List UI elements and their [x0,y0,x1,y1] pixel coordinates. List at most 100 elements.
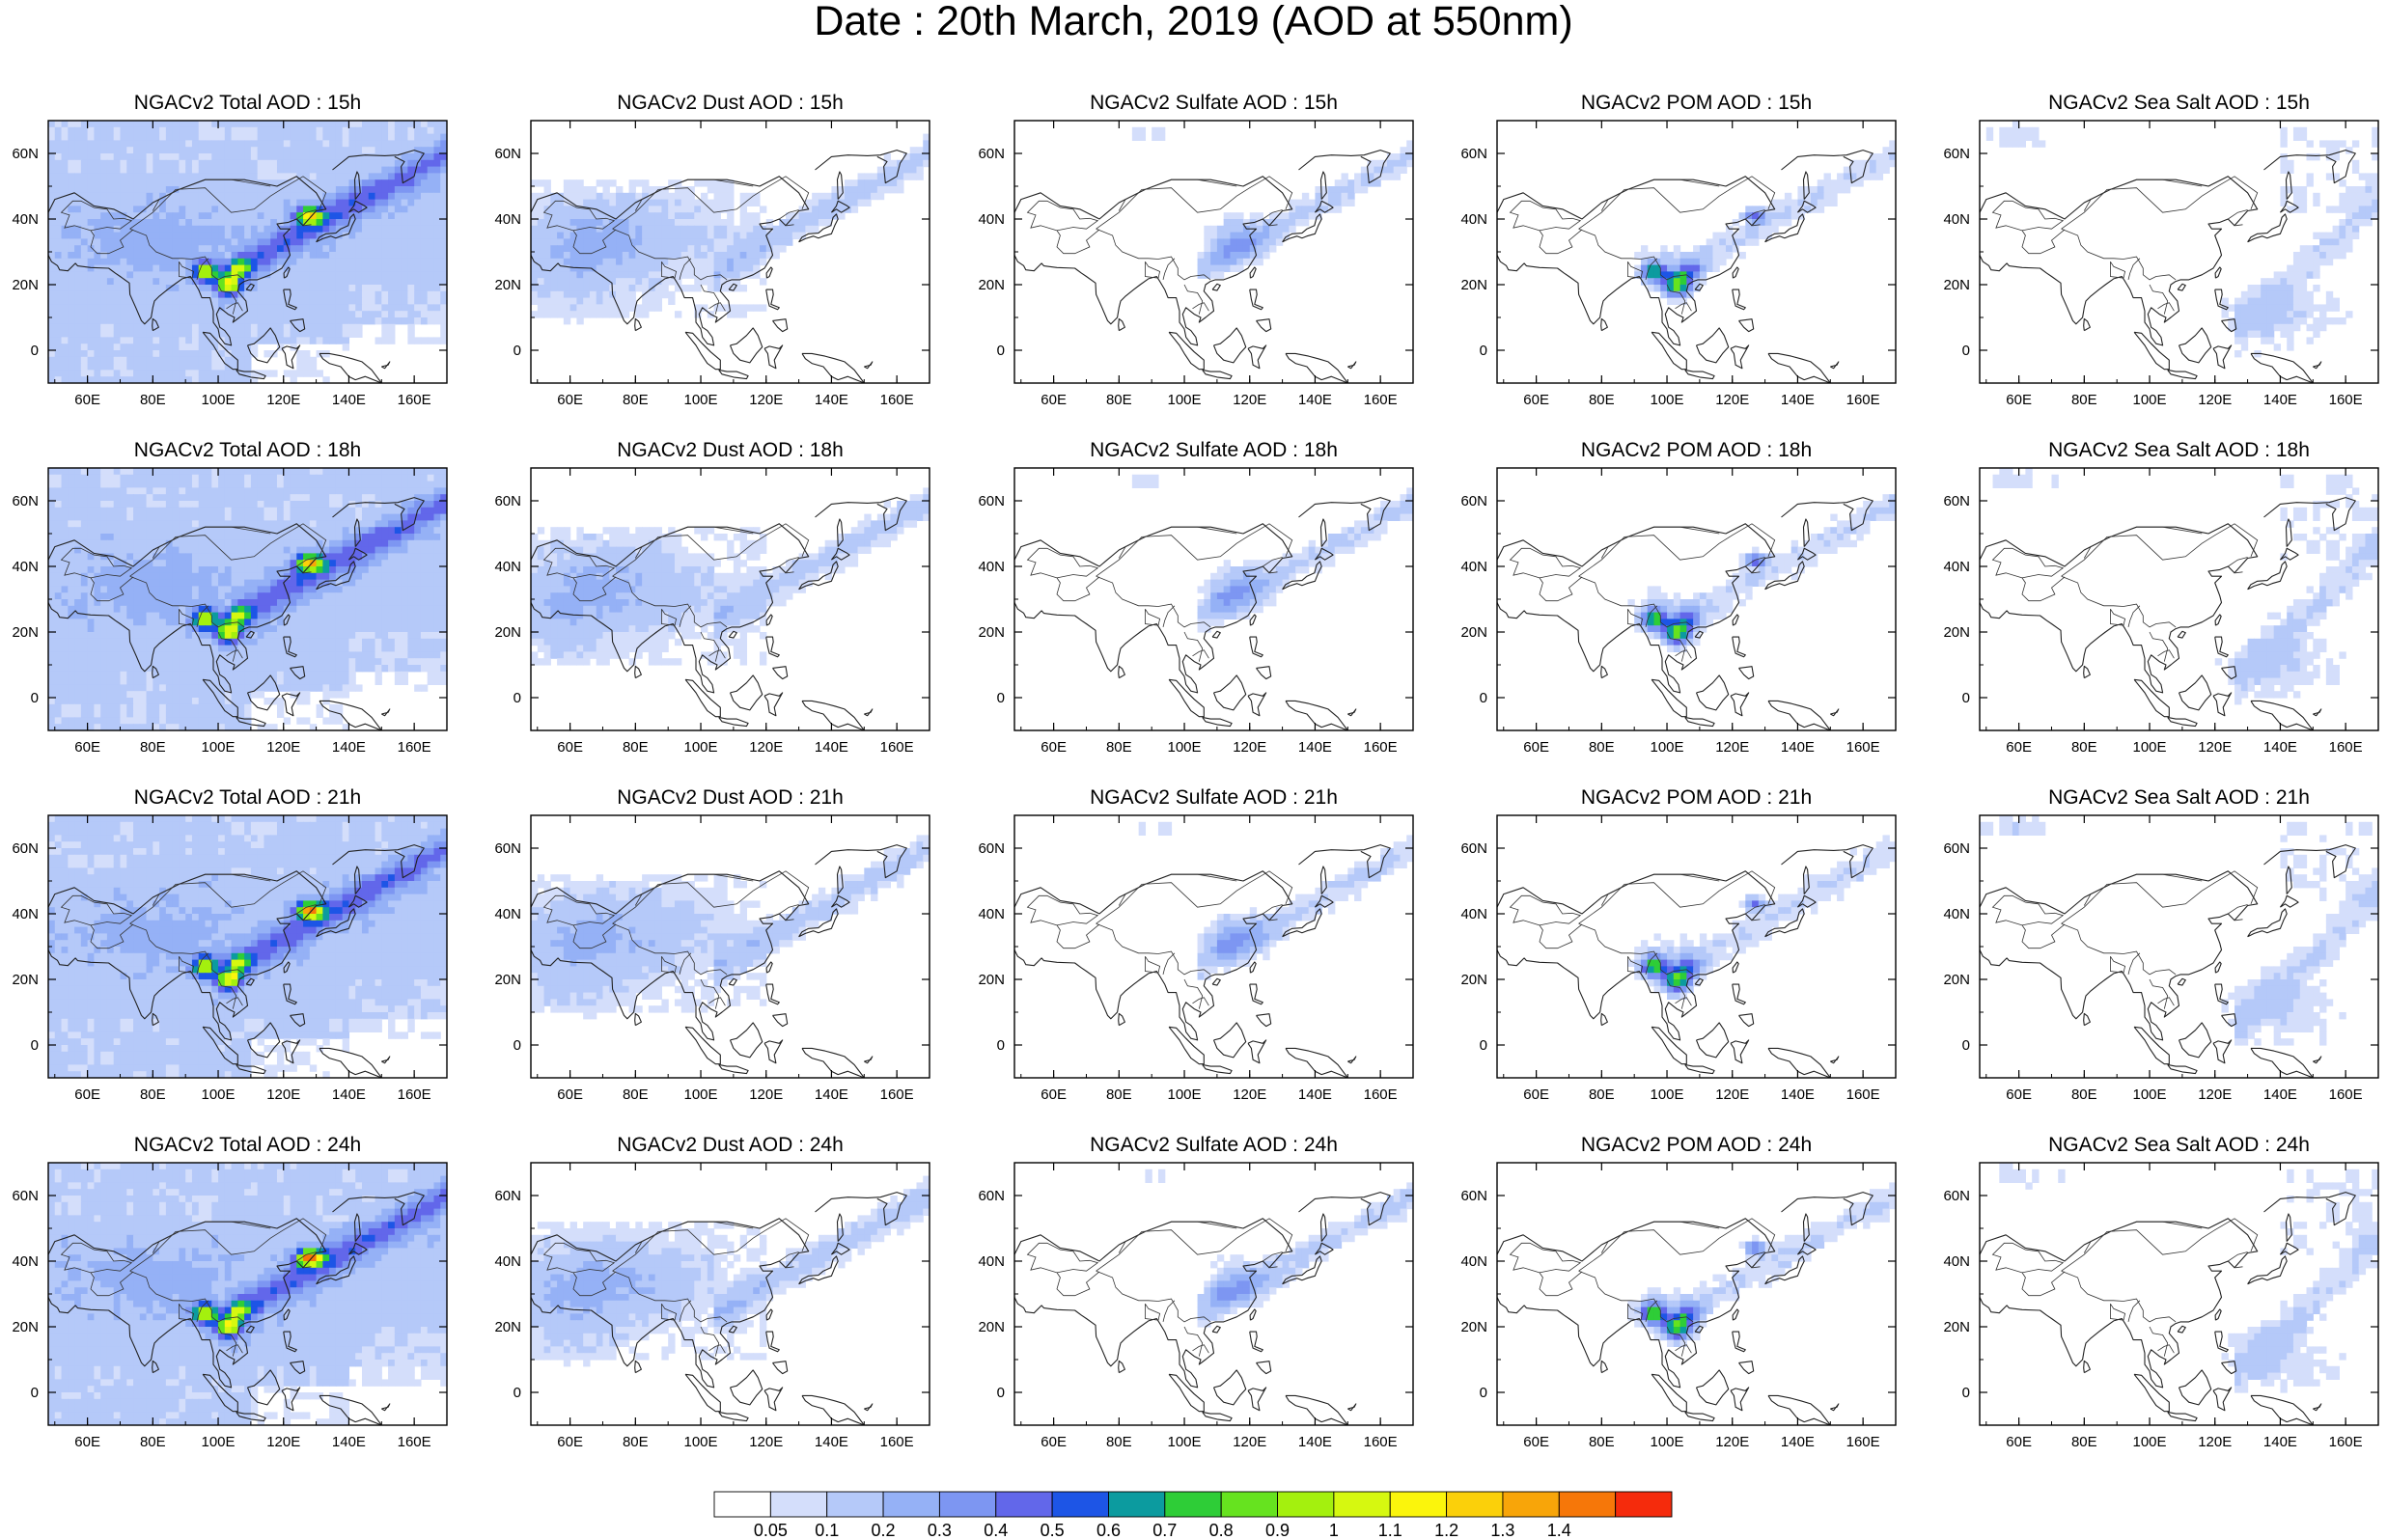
y-tick-label: 0 [997,1037,1005,1054]
map-panel: NGACv2 Sea Salt AOD : 18h 60E 80E 100E 120E 1… [1943,439,2379,756]
x-tick-label: 120E [2198,1434,2232,1450]
x-tick-label: 80E [1106,392,1132,408]
y-tick-label: 60N [12,146,39,162]
y-tick-label: 0 [513,1385,521,1401]
coastline-layer [1014,150,1391,383]
x-tick-label: 80E [1589,739,1615,756]
x-tick-label: 60E [74,392,100,408]
panel-title: NGACv2 Dust AOD : 15h [617,92,844,114]
coastline-layer [531,497,907,730]
colorbar-label: 0.05 [754,1521,788,1540]
x-tick-label: 160E [880,1434,914,1450]
map-panel: NGACv2 Sulfate AOD : 15h 60E 80E 100E 120E 14… [978,92,1414,408]
x-tick-label: 80E [623,1086,649,1103]
x-tick-label: 80E [2071,1086,2097,1103]
x-tick-label: 80E [140,1086,166,1103]
x-tick-label: 80E [623,739,649,756]
y-tick-label: 60N [12,493,39,509]
x-tick-label: 100E [1651,1086,1684,1103]
x-tick-label: 80E [140,739,166,756]
y-tick-label: 20N [12,1319,39,1335]
y-tick-label: 60N [494,1188,521,1204]
y-tick-label: 60N [1943,1188,1970,1204]
y-tick-label: 20N [1943,1319,1970,1335]
y-tick-label: 20N [12,277,39,293]
x-tick-label: 160E [1364,739,1398,756]
y-tick-label: 40N [1943,211,1970,228]
x-tick-label: 100E [684,739,718,756]
x-tick-label: 160E [2329,1086,2363,1103]
x-tick-label: 60E [1041,1434,1067,1450]
colorbar-swatch [1389,1491,1448,1518]
x-tick-label: 160E [398,392,431,408]
x-tick-label: 120E [1233,739,1266,756]
x-tick-label: 80E [2071,739,2097,756]
coastline-layer [531,150,907,383]
coastline-layer [531,844,907,1078]
y-tick-label: 20N [1460,624,1487,641]
y-tick-label: 0 [31,690,39,706]
y-tick-label: 40N [1943,1253,1970,1270]
coastline-layer [1497,1192,1874,1425]
map-panel: NGACv2 POM AOD : 24h 60E 80E 100E 120E 140E 16… [1460,1134,1897,1450]
x-tick-label: 160E [2329,392,2363,408]
map-panel: NGACv2 Total AOD : 21h 60E 80E 100E 120E 140E… [12,786,448,1103]
x-tick-label: 100E [1168,392,1202,408]
colorbar-label: 0.8 [1209,1521,1234,1540]
x-tick-label: 80E [1106,739,1132,756]
x-tick-label: 60E [1523,1434,1549,1450]
x-tick-label: 140E [815,1086,848,1103]
panel-title: NGACv2 Sulfate AOD : 15h [1090,92,1338,114]
x-tick-label: 100E [1651,392,1684,408]
y-tick-label: 60N [1460,840,1487,857]
coastline-layer [531,1192,907,1425]
map-panel: NGACv2 Total AOD : 18h 60E 80E 100E 120E 140E… [12,439,448,756]
y-tick-label: 40N [494,211,521,228]
colorbar-label: 1 [1329,1521,1339,1540]
colorbar-swatch [938,1491,997,1518]
x-tick-label: 140E [332,392,366,408]
x-tick-label: 140E [815,392,848,408]
colorbar-swatch [769,1491,828,1518]
aod-field [531,133,930,325]
x-tick-label: 120E [1233,1434,1266,1450]
x-tick-label: 120E [1233,392,1266,408]
y-tick-label: 40N [494,906,521,922]
x-tick-label: 120E [266,392,300,408]
y-tick-label: 20N [12,972,39,988]
y-tick-label: 20N [1460,277,1487,293]
aod-field [1131,126,1413,279]
x-tick-label: 120E [749,1086,783,1103]
y-tick-label: 40N [1460,1253,1487,1270]
y-tick-label: 40N [12,906,39,922]
x-tick-label: 120E [2198,739,2232,756]
x-tick-label: 100E [684,1086,718,1103]
x-tick-label: 60E [557,1434,583,1450]
map-panel: NGACv2 Sulfate AOD : 21h 60E 80E 100E 120E 14… [978,786,1414,1103]
x-tick-label: 60E [557,392,583,408]
panel-title: NGACv2 Total AOD : 24h [134,1134,361,1156]
panel-title: NGACv2 Dust AOD : 18h [617,439,844,461]
y-tick-label: 40N [12,1253,39,1270]
aod-field [48,815,447,1078]
y-tick-label: 20N [494,1319,521,1335]
aod-field [1985,121,2378,358]
aod-field [48,468,447,730]
x-tick-label: 80E [1106,1434,1132,1450]
y-tick-label: 20N [494,972,521,988]
x-tick-label: 60E [2006,739,2032,756]
x-tick-label: 120E [749,1434,783,1450]
y-tick-label: 60N [1943,493,1970,509]
map-panel: NGACv2 Dust AOD : 15h 60E 80E 100E 120E 140E 1… [494,92,930,408]
colorbar-label: 0.5 [1041,1521,1065,1540]
aod-field [48,121,447,383]
y-tick-label: 0 [1480,343,1487,359]
panel-title: NGACv2 POM AOD : 18h [1581,439,1812,461]
coastline-layer [1980,844,2356,1078]
y-tick-label: 60N [1943,146,1970,162]
x-tick-label: 60E [557,1086,583,1103]
y-tick-label: 20N [494,277,521,293]
colorbar-label: 1.4 [1547,1521,1571,1540]
x-tick-label: 140E [2263,739,2297,756]
